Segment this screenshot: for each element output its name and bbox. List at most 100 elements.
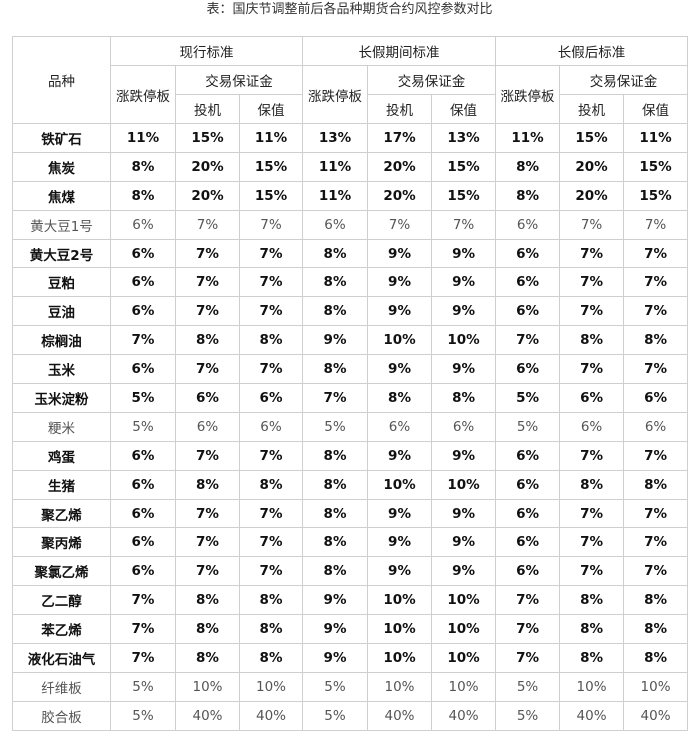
value-cell: 7% <box>175 209 240 240</box>
table-row: 胶合板 5% 40% 40% 5% 40% 40% 5% 40% 40% <box>12 700 689 731</box>
value-cell: 7% <box>238 527 304 558</box>
value-cell: 7% <box>238 296 304 327</box>
header-row-groups: 品种 现行标准 长假期间标准 长假后标准 <box>12 36 689 124</box>
value-cell: 15% <box>623 151 689 182</box>
value-cell: 10% <box>431 643 497 673</box>
variety-name-cell: 焦炭 <box>12 151 111 182</box>
value-cell: 5% <box>110 700 176 731</box>
value-cell: 7% <box>559 440 625 471</box>
value-cell: 8% <box>623 469 689 500</box>
value-cell: 6% <box>238 383 304 413</box>
value-cell: 7% <box>238 354 304 385</box>
table-caption: 表：国庆节调整前后各品种期货合约风控参数对比 <box>206 2 493 17</box>
value-cell: 7% <box>623 267 689 298</box>
value-cell: 8% <box>559 614 625 645</box>
header-row-sub: 涨跌停板 交易保证金 涨跌停板 交易保证金 涨跌停板 交易保证金 <box>13 65 689 124</box>
value-cell: 6% <box>495 354 561 385</box>
value-cell: 15% <box>175 123 240 153</box>
table-row: 玉米 6% 7% 7% 8% 9% 9% 6% 7% 7% <box>12 354 689 385</box>
variety-name-cell: 黄大豆1号 <box>12 209 111 240</box>
value-cell: 7% <box>559 498 625 529</box>
value-cell: 7% <box>238 267 304 298</box>
value-cell: 7% <box>623 209 689 240</box>
table-row: 聚丙烯 6% 7% 7% 8% 9% 9% 6% 7% 7% <box>12 527 689 558</box>
value-cell: 9% <box>367 238 433 269</box>
header-margin-current: 交易保证金 <box>174 65 304 95</box>
value-cell: 7% <box>302 383 369 413</box>
value-cell: 8% <box>175 325 240 356</box>
value-cell: 6% <box>110 498 176 529</box>
value-cell: 9% <box>431 267 497 298</box>
value-cell: 7% <box>623 498 689 529</box>
value-cell: 9% <box>302 614 369 645</box>
value-cell: 6% <box>238 411 304 442</box>
value-cell: 8% <box>238 325 304 356</box>
table-row: 豆油 6% 7% 7% 8% 9% 9% 6% 7% 7% <box>12 296 689 327</box>
value-cell: 8% <box>110 180 176 211</box>
value-cell: 40% <box>431 700 497 731</box>
value-cell: 8% <box>495 180 561 211</box>
value-cell: 7% <box>559 296 625 327</box>
value-cell: 6% <box>175 383 240 413</box>
variety-name-cell: 鸡蛋 <box>12 440 111 471</box>
value-cell: 9% <box>367 498 433 529</box>
value-cell: 6% <box>175 411 240 442</box>
value-cell: 5% <box>302 671 369 702</box>
value-cell: 9% <box>431 527 497 558</box>
value-cell: 7% <box>238 238 304 269</box>
value-cell: 8% <box>623 614 689 645</box>
value-cell: 5% <box>110 411 176 442</box>
variety-name-cell: 液化石油气 <box>12 643 111 673</box>
value-cell: 7% <box>110 585 176 616</box>
value-cell: 6% <box>559 411 625 442</box>
value-cell: 8% <box>110 151 176 182</box>
value-cell: 8% <box>175 585 240 616</box>
header-spec-after: 投机 <box>559 94 625 124</box>
value-cell: 7% <box>495 325 561 356</box>
value-cell: 8% <box>302 498 369 529</box>
value-cell: 6% <box>495 440 561 471</box>
value-cell: 7% <box>175 556 240 587</box>
header-row-leaf: 投机 保值 投机 保值 投机 保值 <box>13 94 689 124</box>
value-cell: 8% <box>302 440 369 471</box>
table-row: 黄大豆2号 6% 7% 7% 8% 9% 9% 6% 7% 7% <box>12 238 689 269</box>
header-hedge-current: 保值 <box>238 94 304 124</box>
table-row: 苯乙烯 7% 8% 8% 9% 10% 10% 7% 8% 8% <box>12 614 689 645</box>
value-cell: 8% <box>559 469 625 500</box>
value-cell: 6% <box>559 383 625 413</box>
header-limit-current: 涨跌停板 <box>110 65 176 124</box>
risk-control-table: 品种 现行标准 长假期间标准 长假后标准 涨跌停板 交易保证金 涨跌停板 交易保… <box>12 36 689 731</box>
value-cell: 7% <box>623 296 689 327</box>
value-cell: 20% <box>559 180 625 211</box>
value-cell: 20% <box>367 180 433 211</box>
value-cell: 8% <box>623 643 689 673</box>
value-cell: 8% <box>559 585 625 616</box>
variety-name-cell: 生猪 <box>12 469 111 500</box>
value-cell: 8% <box>302 469 369 500</box>
variety-name-cell: 豆粕 <box>12 267 111 298</box>
value-cell: 5% <box>495 411 561 442</box>
value-cell: 7% <box>175 527 240 558</box>
value-cell: 7% <box>238 556 304 587</box>
value-cell: 11% <box>110 123 176 153</box>
header-margin-holiday: 交易保证金 <box>367 65 497 95</box>
value-cell: 40% <box>559 700 625 731</box>
value-cell: 6% <box>110 209 176 240</box>
value-cell: 7% <box>623 527 689 558</box>
table-row: 乙二醇 7% 8% 8% 9% 10% 10% 7% 8% 8% <box>12 585 689 616</box>
value-cell: 6% <box>495 469 561 500</box>
value-cell: 8% <box>559 643 625 673</box>
value-cell: 11% <box>495 123 561 153</box>
value-cell: 8% <box>559 325 625 356</box>
value-cell: 7% <box>495 614 561 645</box>
value-cell: 10% <box>367 585 433 616</box>
value-cell: 9% <box>431 296 497 327</box>
table-row: 生猪 6% 8% 8% 8% 10% 10% 6% 8% 8% <box>12 469 689 500</box>
value-cell: 13% <box>302 123 369 153</box>
variety-name-cell: 棕榈油 <box>12 325 111 356</box>
value-cell: 9% <box>431 354 497 385</box>
value-cell: 8% <box>302 238 369 269</box>
value-cell: 6% <box>110 556 176 587</box>
value-cell: 7% <box>175 354 240 385</box>
variety-name-cell: 玉米 <box>12 354 111 385</box>
